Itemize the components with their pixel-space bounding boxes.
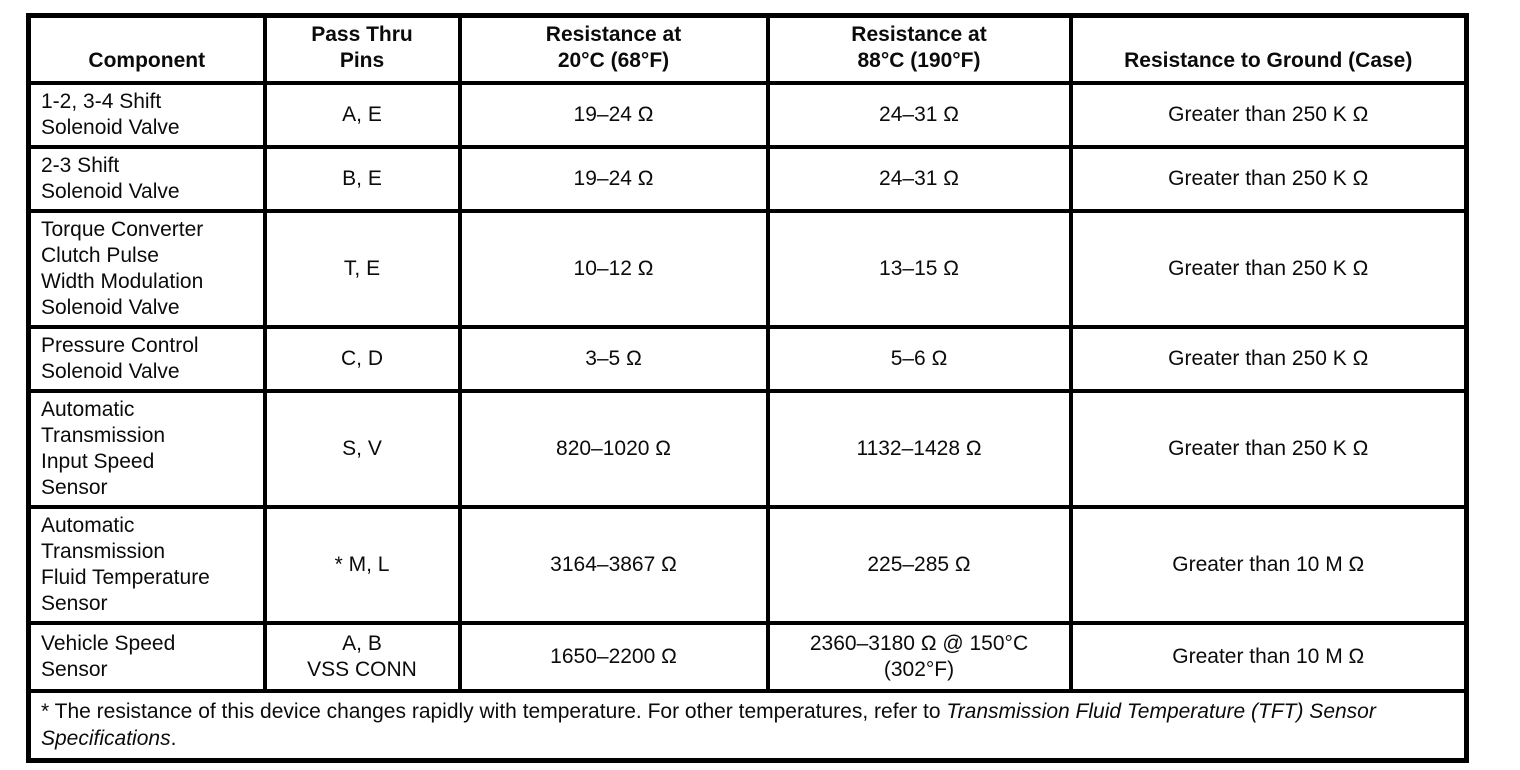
value-cell: 24–31 Ω bbox=[765, 81, 1073, 149]
value-cell: 2360–3180 Ω @ 150°C (302°F) bbox=[765, 621, 1073, 693]
footnote-italic-reference: Transmission Fluid Temperature (TFT) Sen… bbox=[41, 700, 1376, 750]
component-cell: Automatic Transmission Input Speed Senso… bbox=[26, 389, 267, 509]
table-footer: * The resistance of this device changes … bbox=[26, 689, 1469, 763]
value-cell: 225–285 Ω bbox=[765, 505, 1073, 625]
component-cell: Torque Converter Clutch Pulse Width Modu… bbox=[26, 209, 267, 329]
value-cell: Greater than 250 K Ω bbox=[1068, 209, 1469, 329]
column-header: Component bbox=[26, 13, 267, 85]
component-cell: 1-2, 3-4 Shift Solenoid Valve bbox=[26, 81, 267, 149]
component-cell: 2-3 Shift Solenoid Valve bbox=[26, 145, 267, 213]
table-row: Automatic Transmission Fluid Temperature… bbox=[26, 505, 1469, 625]
table-row: Pressure Control Solenoid Valve C, D 3–5 Ω… bbox=[26, 325, 1469, 393]
value-cell: Greater than 250 K Ω bbox=[1068, 81, 1469, 149]
value-cell: A, B VSS CONN bbox=[262, 621, 462, 693]
value-cell: Greater than 10 M Ω bbox=[1068, 505, 1469, 625]
value-cell: 5–6 Ω bbox=[765, 325, 1073, 393]
table-row: 1-2, 3-4 Shift Solenoid Valve A, E 19–24 Ω… bbox=[26, 81, 1469, 149]
column-header: Resistance at 88°C (190°F) bbox=[765, 13, 1073, 85]
value-cell: 19–24 Ω bbox=[457, 145, 770, 213]
value-cell: Greater than 250 K Ω bbox=[1068, 325, 1469, 393]
component-cell: Automatic Transmission Fluid Temperature… bbox=[26, 505, 267, 625]
value-cell: * M, L bbox=[262, 505, 462, 625]
value-cell: 1132–1428 Ω bbox=[765, 389, 1073, 509]
column-header: Pass Thru Pins bbox=[262, 13, 462, 85]
footnote-row: * The resistance of this device changes … bbox=[26, 689, 1469, 763]
table-row: 2-3 Shift Solenoid Valve B, E 19–24 Ω 24–31… bbox=[26, 145, 1469, 213]
value-cell: 3164–3867 Ω bbox=[457, 505, 770, 625]
footnote-text: * The resistance of this device changes … bbox=[41, 700, 947, 723]
column-header: Resistance at 20°C (68°F) bbox=[457, 13, 770, 85]
value-cell: 1650–2200 Ω bbox=[457, 621, 770, 693]
value-cell: 10–12 Ω bbox=[457, 209, 770, 329]
value-cell: Greater than 10 M Ω bbox=[1068, 621, 1469, 693]
component-cell: Pressure Control Solenoid Valve bbox=[26, 325, 267, 393]
table-row: Torque Converter Clutch Pulse Width Modu… bbox=[26, 209, 1469, 329]
table-body: 1-2, 3-4 Shift Solenoid Valve A, E 19–24 Ω… bbox=[26, 81, 1469, 693]
value-cell: S, V bbox=[262, 389, 462, 509]
value-cell: A, E bbox=[262, 81, 462, 149]
footnote-period: . bbox=[170, 727, 177, 750]
value-cell: 820–1020 Ω bbox=[457, 389, 770, 509]
resistance-spec-table: Component Pass Thru Pins Resistance at 20°… bbox=[26, 13, 1469, 763]
column-header: Resistance to Ground (Case) bbox=[1068, 13, 1469, 85]
footnote: * The resistance of this device changes … bbox=[26, 689, 1469, 763]
value-cell: Greater than 250 K Ω bbox=[1068, 145, 1469, 213]
value-cell: B, E bbox=[262, 145, 462, 213]
table-header: Component Pass Thru Pins Resistance at 20°… bbox=[26, 13, 1469, 85]
value-cell: 3–5 Ω bbox=[457, 325, 770, 393]
header-row: Component Pass Thru Pins Resistance at 20°… bbox=[26, 13, 1469, 85]
table-row: Vehicle Speed Sensor A, B VSS CONN 1650–22… bbox=[26, 621, 1469, 693]
value-cell: 24–31 Ω bbox=[765, 145, 1073, 213]
value-cell: Greater than 250 K Ω bbox=[1068, 389, 1469, 509]
value-cell: T, E bbox=[262, 209, 462, 329]
value-cell: 13–15 Ω bbox=[765, 209, 1073, 329]
value-cell: 19–24 Ω bbox=[457, 81, 770, 149]
component-cell: Vehicle Speed Sensor bbox=[26, 621, 267, 693]
value-cell: C, D bbox=[262, 325, 462, 393]
table-row: Automatic Transmission Input Speed Senso… bbox=[26, 389, 1469, 509]
